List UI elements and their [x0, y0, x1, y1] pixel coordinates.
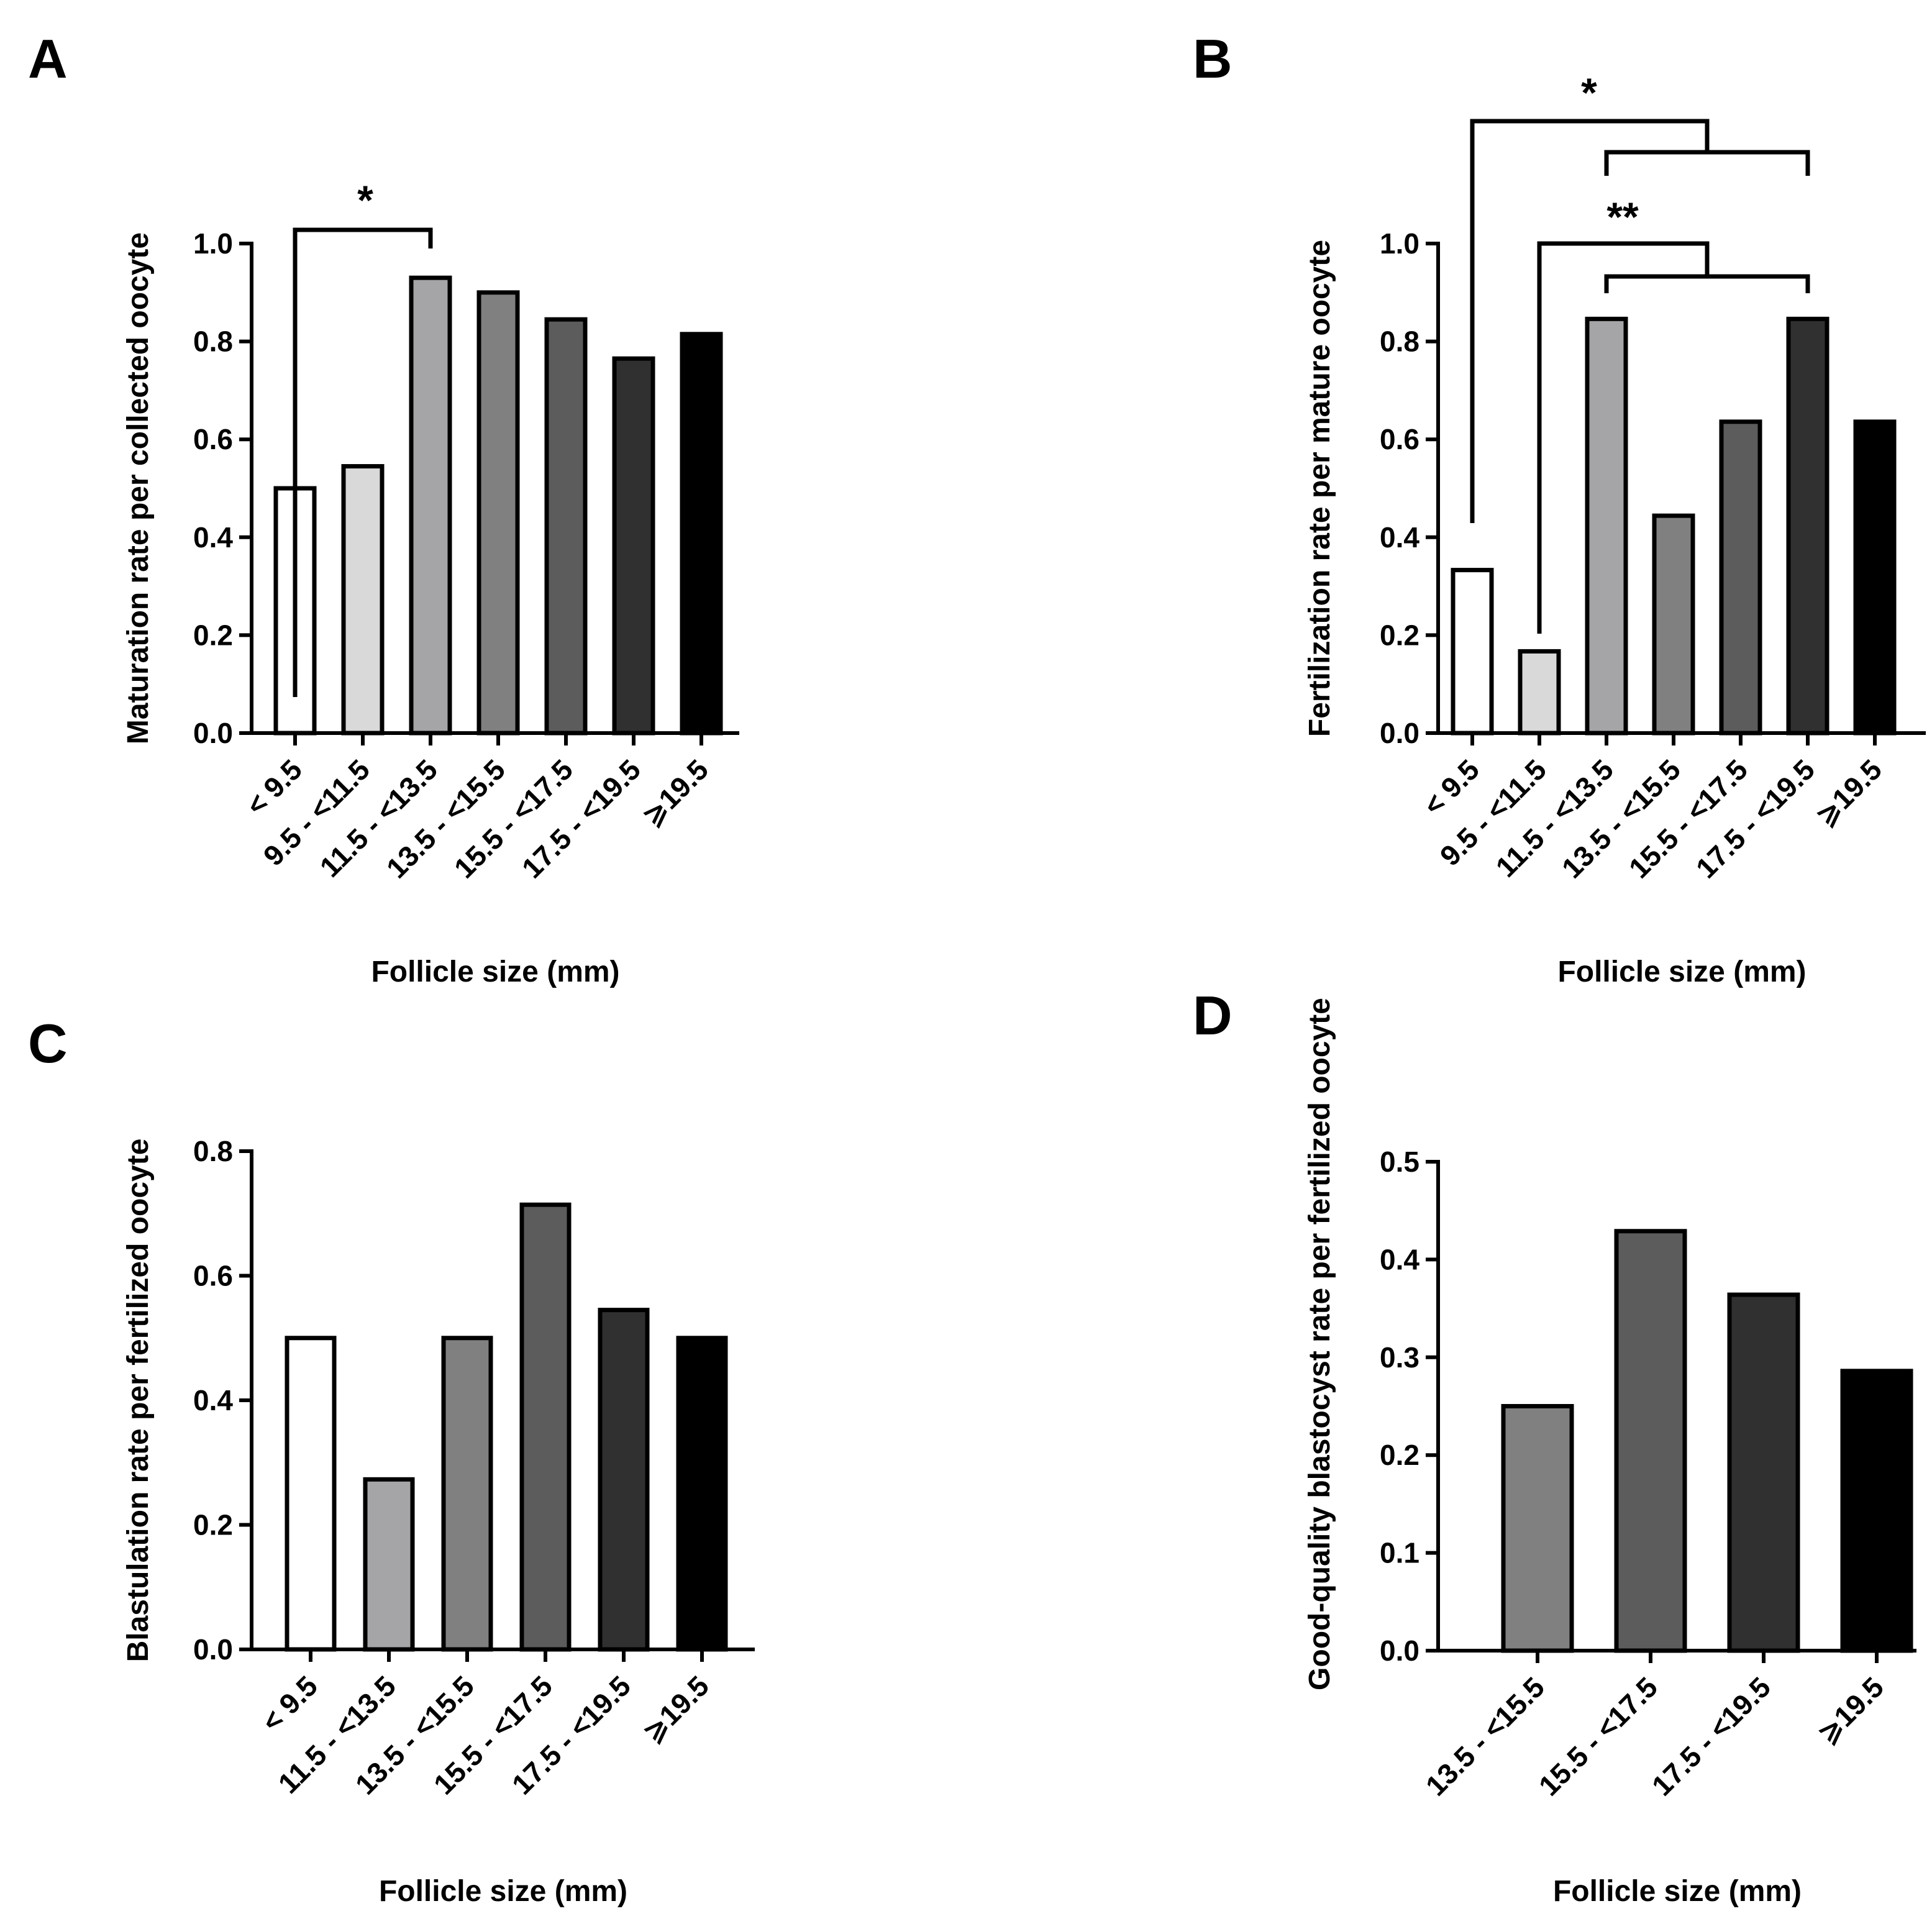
y-axis-title: Maturation rate per collected oocyte [122, 232, 155, 744]
bar [1614, 1229, 1687, 1653]
significance-a: * [293, 177, 433, 697]
y-tick-label: 0.8 [193, 1135, 233, 1167]
bar [476, 290, 520, 736]
y-axis-title: Fertilization rate per mature oocyte [1303, 240, 1336, 737]
bar [544, 317, 588, 736]
y-tick-label: 1.0 [193, 227, 233, 260]
y-tick-label: 0.4 [193, 521, 233, 554]
bar [285, 1336, 337, 1652]
x-tick-label: 13.5 - <15.5 [1419, 1671, 1551, 1802]
significance-bracket [293, 227, 433, 697]
y-tick-label: 0.5 [1380, 1146, 1419, 1178]
significance-bracket [1604, 274, 1810, 293]
significance-label: * [1581, 70, 1597, 116]
bar [441, 1336, 493, 1652]
panel-letter: D [1193, 985, 1233, 1046]
x-tick-label: ⩾19.5 [1811, 1671, 1890, 1749]
bar [1727, 1292, 1800, 1653]
x-tick-label: 15.5 - <17.5 [1533, 1671, 1664, 1802]
y-tick-label: 0.4 [1380, 521, 1419, 554]
y-tick-label: 0.0 [1380, 1634, 1419, 1667]
y-tick-label: 0.1 [1380, 1537, 1419, 1569]
significance-label: * [357, 177, 373, 223]
significance-bracket [1470, 119, 1710, 523]
y-tick-label: 0.4 [1380, 1243, 1419, 1275]
bar [409, 275, 452, 736]
x-tick-label: ⩾19.5 [636, 1669, 715, 1748]
x-axis-title: Follicle size (mm) [1553, 1875, 1802, 1908]
y-tick-label: 0.2 [193, 1509, 233, 1541]
x-tick-label: ⩾19.5 [1809, 753, 1888, 832]
bar [612, 356, 655, 736]
x-tick-label: ⩾19.5 [636, 753, 714, 832]
y-tick-label: 0.0 [1380, 717, 1419, 749]
y-tick-label: 0.6 [193, 423, 233, 455]
x-tick-label: < 9.5 [255, 1669, 324, 1738]
panel-A: A0.00.20.40.60.81.0< 9.59.5 - <11.511.5 … [28, 28, 739, 988]
y-tick-label: 0.6 [193, 1260, 233, 1292]
bar [341, 464, 385, 736]
y-tick-label: 0.0 [193, 717, 233, 749]
x-axis-title: Follicle size (mm) [1557, 955, 1806, 988]
significance-label: ** [1606, 194, 1639, 240]
x-axis-title: Follicle size (mm) [379, 1875, 627, 1908]
panel-letter: C [28, 1013, 68, 1074]
bar [1501, 1404, 1574, 1653]
y-axis-title: Blastulation rate per fertilized oocyte [122, 1139, 155, 1662]
bar [676, 1336, 728, 1652]
y-tick-label: 0.3 [1380, 1341, 1419, 1374]
y-tick-label: 0.2 [1380, 1439, 1419, 1471]
panel-letter: A [28, 28, 68, 89]
panel-D: D 0.0 0.1 0.2 0.3 0.4 0.5 13.5 - <15.515.5 - <1… [1193, 985, 1916, 1908]
y-tick-label: 0.8 [1380, 326, 1419, 358]
y-tick-label: 0.2 [193, 619, 233, 651]
bar [519, 1202, 572, 1652]
y-tick-label: 0.2 [1380, 619, 1419, 651]
bar [1518, 649, 1561, 736]
bar [1652, 513, 1695, 736]
bar [680, 332, 723, 736]
significance-b: *** [1470, 70, 1810, 634]
bar [1585, 316, 1628, 736]
y-axis-title: Good-quality blastocyst rate per fertili… [1303, 998, 1336, 1690]
x-axis-title: Follicle size (mm) [371, 955, 619, 988]
bar [598, 1308, 650, 1652]
bar [1786, 316, 1829, 736]
panel-letter: B [1193, 28, 1233, 89]
y-tick-label: 0.0 [193, 1633, 233, 1666]
y-tick-label: 0.8 [193, 326, 233, 358]
x-tick-label: 17.5 - <19.5 [1646, 1671, 1777, 1802]
bar [1853, 419, 1897, 736]
panel-C: C0.00.20.40.60.8< 9.511.5 - <13.513.5 - … [28, 1013, 755, 1908]
bar [363, 1477, 415, 1652]
significance-bracket [1537, 241, 1710, 634]
y-tick-label: 0.4 [193, 1384, 233, 1416]
bar [1719, 419, 1762, 736]
bar [1451, 568, 1494, 736]
bar [1840, 1369, 1913, 1653]
y-tick-label: 0.6 [1380, 423, 1419, 455]
significance-bracket [1604, 150, 1810, 176]
panel-B: B0.00.20.40.60.81.0< 9.59.5 - <11.511.5 … [1193, 28, 1926, 988]
y-tick-label: 1.0 [1380, 227, 1419, 260]
